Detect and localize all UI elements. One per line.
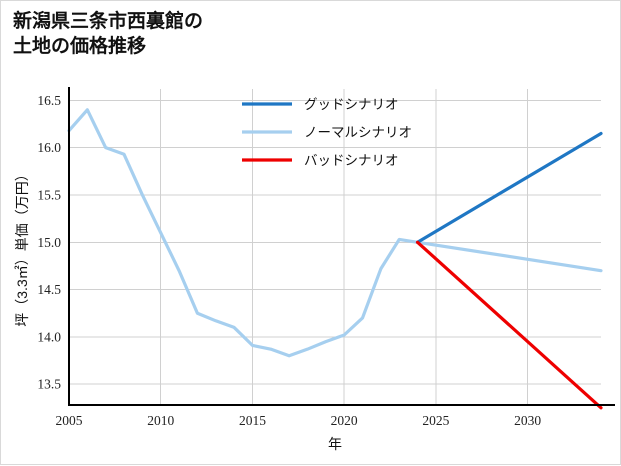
y-axis-tick-label: 16.0 (37, 140, 61, 155)
x-axis-title: 年 (328, 436, 342, 452)
legend-label-バッドシナリオ: バッドシナリオ (304, 153, 399, 168)
legend-label-ノーマルシナリオ: ノーマルシナリオ (304, 125, 412, 140)
axis-titles: 年 坪（3.3㎡）単価（万円） (14, 167, 342, 452)
chart-axis-spines (67, 87, 615, 407)
y-axis-tick-label: 15.5 (37, 187, 61, 202)
y-axis-tick-label: 14.5 (37, 282, 61, 297)
series-line-ノーマルシナリオ (67, 108, 603, 358)
x-axis-tick-label: 2015 (239, 413, 266, 428)
x-axis-tick-labels: 2005 2010 2015 2020 2025 2030 (56, 413, 542, 428)
chart-series-group (67, 108, 603, 410)
page-title: 新潟県三条市西裏館の 土地の価格推移 (13, 11, 204, 58)
legend-label-グッドシナリオ: グッドシナリオ (304, 97, 399, 112)
x-axis-tick-label: 2020 (331, 413, 358, 428)
x-axis-tick-label: 2005 (56, 413, 83, 428)
series-line-グッドシナリオ (415, 131, 603, 244)
y-axis-tick-labels: 13.5 14.0 14.5 15.0 15.5 16.0 16.5 (37, 93, 61, 392)
y-axis-tick-label: 16.5 (37, 93, 61, 108)
y-axis-title: 坪（3.3㎡）単価（万円） (14, 167, 30, 326)
x-axis-tick-label: 2025 (422, 413, 449, 428)
y-axis-tick-label: 14.0 (37, 329, 61, 344)
x-axis-tick-label: 2010 (147, 413, 174, 428)
series-line-バッドシナリオ (415, 240, 603, 410)
x-axis-tick-label: 2030 (514, 413, 541, 428)
y-axis-tick-label: 13.5 (37, 377, 61, 392)
y-axis-tick-label: 15.0 (37, 235, 61, 250)
